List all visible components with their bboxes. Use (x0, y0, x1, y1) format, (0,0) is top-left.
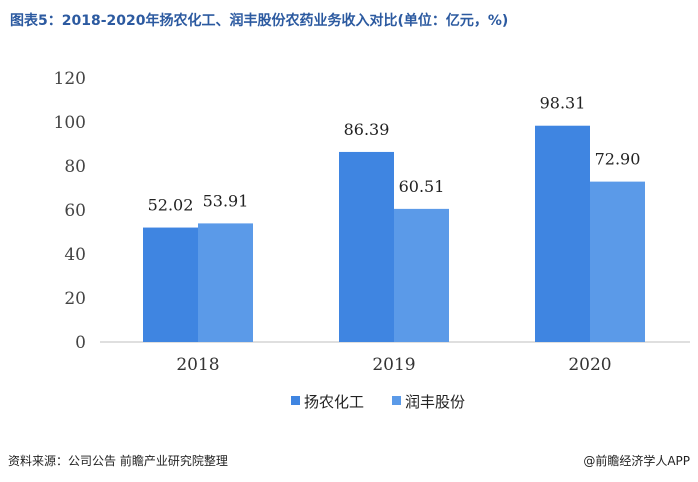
legend-swatch (392, 396, 401, 405)
legend-swatch (291, 396, 300, 405)
legend-label: 润丰股份 (405, 393, 465, 411)
bar (339, 151, 394, 342)
y-tick-label: 100 (54, 113, 86, 133)
y-tick-label: 0 (75, 333, 86, 353)
data-label: 52.02 (148, 196, 194, 215)
chart-title: 图表5：2018-2020年扬农化工、润丰股份农药业务收入对比(单位：亿元，%) (10, 13, 509, 29)
data-label: 72.90 (595, 150, 641, 169)
legend-label: 扬农化工 (304, 393, 364, 411)
x-tick-label: 2020 (568, 355, 611, 375)
bar (590, 181, 645, 342)
source-note: 资料来源：公司公告 前瞻产业研究院整理 (8, 454, 228, 468)
y-tick-label: 20 (64, 289, 86, 309)
data-label: 53.91 (203, 191, 249, 210)
y-tick-label: 60 (64, 201, 86, 221)
y-tick-label: 40 (64, 245, 86, 265)
data-label: 86.39 (344, 120, 390, 139)
bar (535, 125, 590, 342)
brand-credit: @前瞻经济学人APP (583, 454, 690, 468)
data-label: 98.31 (540, 94, 586, 113)
bar (394, 208, 449, 342)
y-tick-label: 120 (54, 69, 86, 89)
data-label: 60.51 (399, 177, 445, 196)
bar (143, 227, 198, 342)
x-tick-label: 2018 (176, 355, 219, 375)
x-tick-label: 2019 (372, 355, 415, 375)
y-tick-label: 80 (64, 157, 86, 177)
bar (198, 223, 253, 342)
